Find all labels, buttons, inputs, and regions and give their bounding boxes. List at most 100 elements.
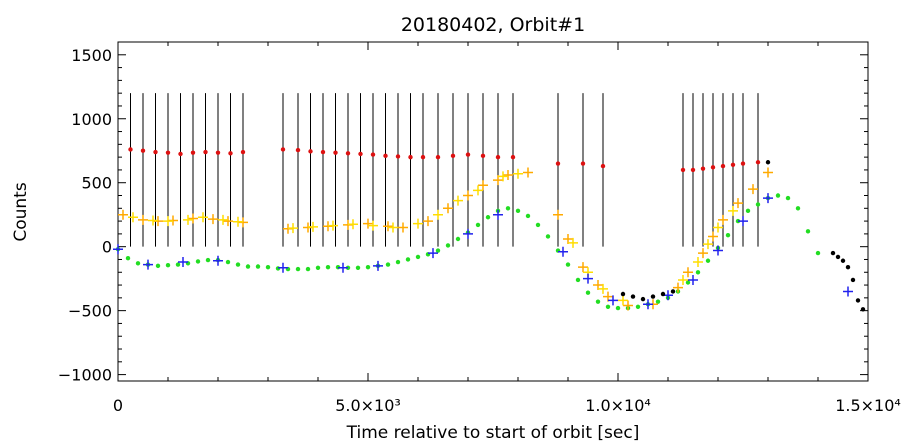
data-point-yellow: [703, 239, 713, 250]
data-point-blue: [688, 274, 698, 285]
data-point-red: [465, 152, 471, 157]
data-point-blue: [113, 244, 123, 255]
y-axis-label: Counts: [11, 182, 31, 241]
data-point-red: [240, 149, 246, 155]
data-series: [113, 147, 866, 312]
data-point-red: [178, 151, 183, 157]
data-point-green: [195, 259, 201, 264]
data-point-yellow: [618, 295, 628, 306]
data-point-orange: [478, 180, 488, 191]
data-point-red: [755, 160, 761, 165]
data-point-green: [255, 264, 261, 269]
data-point-orange: [463, 190, 473, 201]
data-point-green: [315, 265, 321, 270]
data-point-red: [495, 154, 501, 160]
data-point-green: [295, 266, 301, 272]
data-point-blue: [278, 262, 288, 273]
data-point-orange: [708, 231, 718, 242]
data-point-orange: [553, 209, 563, 220]
data-point-green: [515, 208, 521, 214]
axis-ticks: 0 5.0×10³ 1.0×10⁴ 1.5×10⁴ −1000 −500 0 500 1000 1…: [58, 42, 901, 415]
data-point-yellow: [308, 221, 318, 232]
data-point-yellow: [368, 220, 378, 231]
data-point-yellow: [328, 220, 338, 231]
series-red: [128, 147, 761, 173]
data-point-red: [345, 151, 351, 156]
data-point-red: [690, 167, 696, 173]
x-tick-label: 1.0×10⁴: [585, 396, 651, 415]
data-point-red: [140, 148, 146, 153]
data-point-green: [235, 262, 241, 267]
data-point-yellow: [198, 212, 208, 223]
y-tick-label: 500: [81, 174, 112, 193]
data-point-yellow: [413, 218, 423, 229]
data-point-orange: [673, 282, 683, 293]
data-point-green: [155, 263, 161, 269]
data-point-yellow: [453, 195, 463, 206]
data-point-yellow: [218, 214, 228, 225]
data-point-red: [555, 161, 561, 166]
data-point-red: [730, 162, 736, 168]
data-point-green: [485, 215, 491, 220]
series-black: [620, 160, 866, 312]
data-point-blue: [493, 209, 503, 220]
data-point-green: [395, 259, 401, 265]
data-point-green: [525, 213, 531, 219]
data-point-yellow: [713, 222, 723, 233]
data-point-green: [415, 254, 421, 260]
data-point-blue: [738, 216, 748, 227]
data-point-green: [605, 304, 611, 310]
data-point-orange: [208, 214, 218, 225]
data-point-red: [370, 152, 376, 157]
data-point-orange: [423, 216, 433, 227]
data-point-orange: [188, 213, 198, 224]
y-tick-label: −1000: [58, 366, 112, 385]
data-point-orange: [763, 167, 773, 178]
data-point-orange: [578, 262, 588, 273]
data-point-green: [135, 261, 141, 266]
data-point-orange: [138, 214, 148, 225]
data-point-yellow: [598, 283, 608, 294]
data-point-green: [635, 304, 641, 310]
data-point-orange: [503, 170, 513, 181]
data-point-orange: [523, 167, 533, 178]
data-point-black: [845, 264, 851, 270]
data-point-red: [128, 147, 133, 152]
data-point-yellow: [433, 209, 443, 220]
data-point-yellow: [128, 212, 138, 223]
data-point-green: [355, 265, 361, 270]
data-point-green: [475, 222, 481, 228]
data-point-orange: [223, 216, 233, 227]
vertical-marker-lines: [130, 93, 759, 247]
data-point-black: [860, 307, 866, 312]
data-point-green: [575, 277, 581, 283]
y-tick-label: −500: [68, 302, 112, 321]
data-point-black: [855, 298, 861, 303]
data-point-green: [245, 264, 251, 269]
data-point-green: [365, 264, 371, 270]
data-point-black: [850, 277, 856, 283]
data-point-green: [805, 229, 811, 234]
data-point-yellow: [163, 216, 173, 227]
plot-area: [117, 41, 869, 382]
data-point-yellow: [728, 205, 738, 216]
data-point-red: [320, 149, 326, 155]
data-point-blue: [373, 260, 383, 271]
data-point-orange: [748, 184, 758, 195]
data-point-green: [815, 250, 821, 256]
x-tick-label: 5.0×10³: [335, 396, 401, 415]
data-point-black: [630, 294, 636, 299]
x-axis-label: Time relative to start of orbit [sec]: [346, 423, 640, 443]
data-point-red: [383, 153, 388, 159]
data-point-black: [765, 160, 771, 165]
data-point-orange: [383, 221, 393, 232]
data-point-blue: [338, 262, 348, 273]
data-point-green: [535, 222, 541, 228]
data-point-yellow: [288, 223, 298, 234]
data-point-blue: [558, 246, 568, 257]
data-point-black: [640, 296, 646, 302]
data-point-red: [165, 150, 171, 155]
data-point-green: [325, 264, 331, 270]
data-point-red: [203, 149, 208, 155]
